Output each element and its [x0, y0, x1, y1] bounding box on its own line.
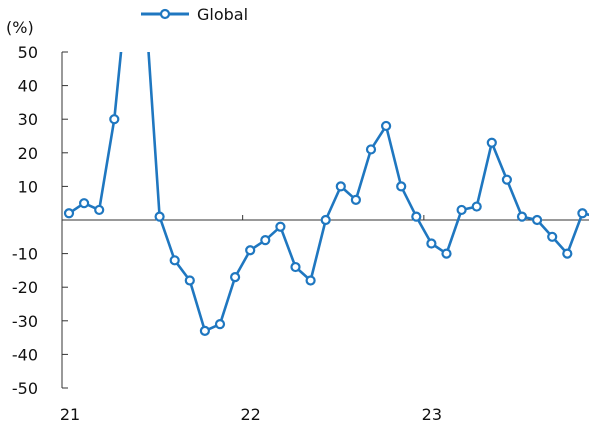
- data-point: [441, 248, 452, 259]
- data-point: [275, 221, 286, 232]
- data-point: [365, 144, 377, 155]
- data-point: [426, 238, 437, 249]
- data-point: [516, 211, 528, 222]
- data-point: [501, 174, 512, 185]
- data-point: [94, 204, 105, 216]
- data-point: [199, 325, 210, 336]
- y-tick-label: 10: [18, 177, 38, 196]
- y-tick-label: 20: [18, 144, 38, 163]
- data-point: [456, 204, 467, 216]
- y-tick-label: 40: [18, 77, 38, 96]
- data-point: [320, 214, 331, 226]
- series-line-0: [68, 52, 589, 333]
- data-point: [411, 211, 422, 222]
- data-point: [547, 231, 558, 242]
- data-point: [577, 208, 588, 219]
- y-axis-unit-label: (%): [6, 18, 34, 37]
- data-point: [486, 137, 497, 148]
- data-point: [63, 208, 75, 219]
- data-point: [214, 319, 226, 330]
- y-tick-label: 30: [18, 110, 38, 129]
- plot-area: [63, 52, 589, 336]
- data-point: [78, 198, 90, 209]
- data-point: [230, 272, 241, 283]
- legend: Global: [141, 5, 248, 24]
- legend-label-global: Global: [197, 5, 248, 24]
- y-tick-label: -10: [12, 245, 38, 264]
- data-point: [305, 275, 316, 286]
- data-point: [335, 181, 346, 192]
- data-point: [154, 211, 165, 222]
- x-tick-label: 23: [422, 405, 442, 424]
- y-tick-label: -30: [12, 312, 38, 331]
- data-point: [562, 248, 573, 259]
- y-tick-label: -20: [12, 278, 38, 297]
- data-point: [260, 235, 271, 246]
- legend-marker-swatch: [159, 8, 171, 20]
- data-point: [396, 181, 407, 192]
- y-tick-label: -50: [12, 379, 38, 398]
- data-point: [245, 245, 256, 256]
- x-tick-label: 21: [60, 405, 80, 424]
- data-point: [109, 114, 120, 125]
- y-tick-label: 50: [18, 43, 38, 62]
- data-point: [184, 275, 195, 286]
- x-tick-label: 22: [240, 405, 260, 424]
- data-point: [471, 201, 482, 212]
- data-point: [531, 214, 543, 226]
- data-point: [350, 194, 361, 205]
- data-point: [169, 255, 180, 266]
- y-tick-label: -40: [12, 345, 38, 364]
- x-tick-labels: 21 22 23: [60, 405, 442, 424]
- data-point: [381, 120, 392, 132]
- y-tick-labels: 50 40 30 20 10 -10 -20 -30 -40 -50: [12, 43, 38, 398]
- data-point: [290, 261, 301, 273]
